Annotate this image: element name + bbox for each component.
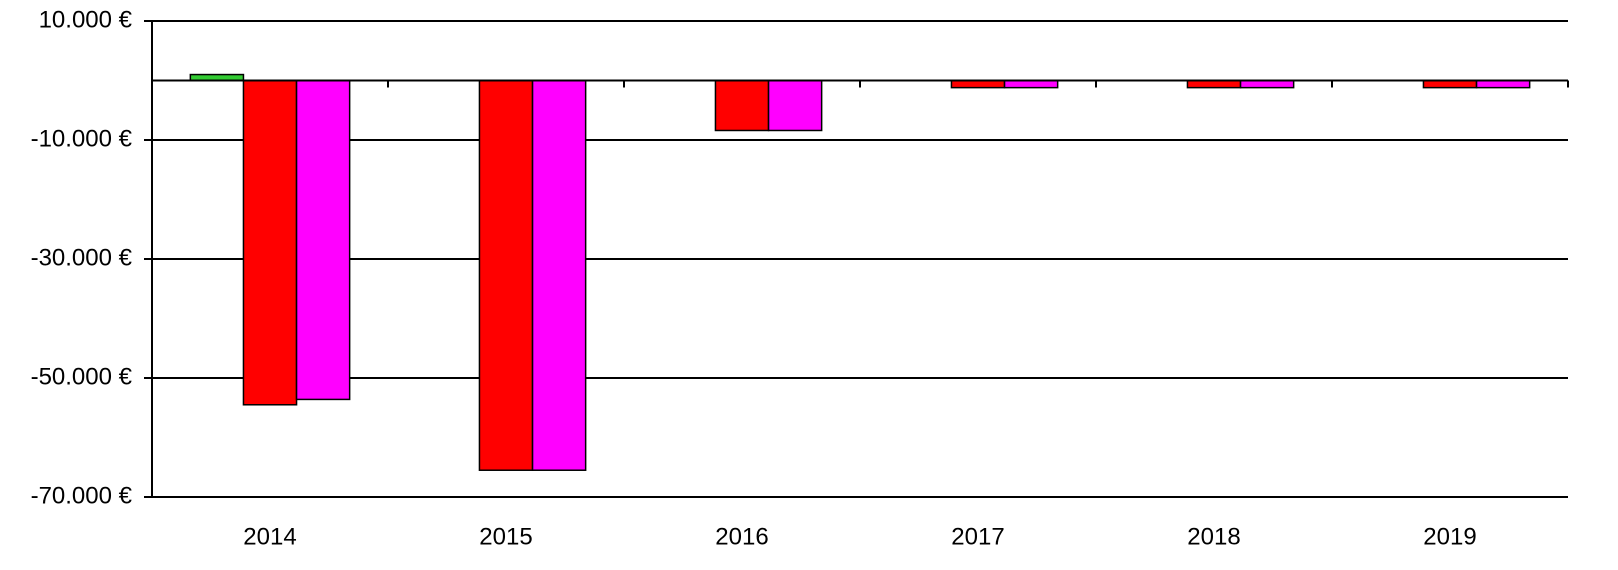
- x-tick-label: 2018: [1187, 523, 1240, 550]
- bar: [1239, 79, 1295, 89]
- x-tick-label: 2015: [479, 523, 532, 550]
- bar: [1003, 79, 1059, 89]
- x-tick-label: 2014: [243, 523, 296, 550]
- bar: [714, 79, 770, 132]
- bar: [950, 79, 1006, 89]
- y-tick-label: -50.000 €: [31, 363, 133, 390]
- x-tick-label: 2019: [1423, 523, 1476, 550]
- x-tick-label: 2016: [715, 523, 768, 550]
- bar: [295, 79, 351, 401]
- y-tick-label: -30.000 €: [31, 244, 133, 271]
- y-tick-label: -70.000 €: [31, 482, 133, 509]
- bar: [1186, 79, 1242, 89]
- bar: [478, 79, 534, 471]
- bar: [1475, 79, 1531, 89]
- x-tick-label: 2017: [951, 523, 1004, 550]
- y-tick-label: 10.000 €: [39, 6, 133, 33]
- bar: [1422, 79, 1478, 89]
- bar: [242, 79, 298, 406]
- y-tick-label: -10.000 €: [31, 125, 133, 152]
- bar: [767, 79, 823, 132]
- bar: [531, 79, 587, 471]
